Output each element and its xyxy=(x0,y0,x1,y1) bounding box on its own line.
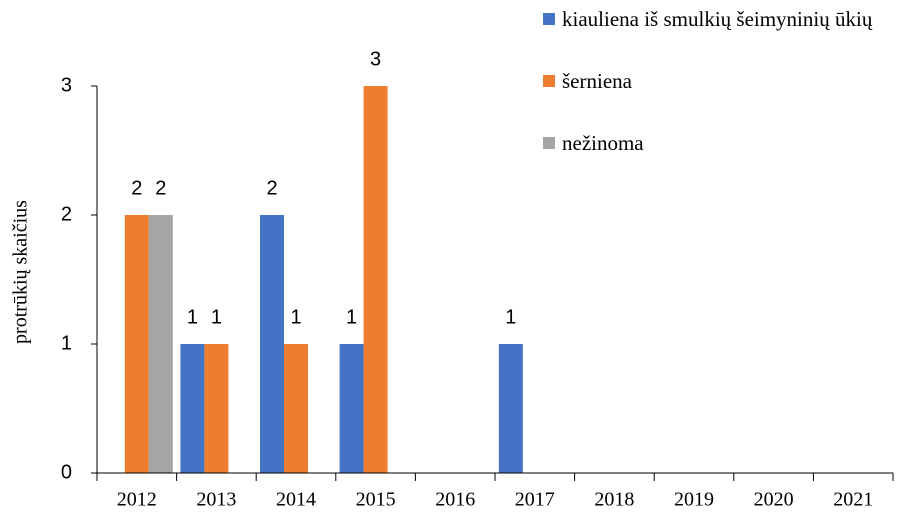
x-tick-label: 2020 xyxy=(754,489,794,511)
legend-swatch xyxy=(543,137,555,149)
data-label: 1 xyxy=(187,306,198,328)
x-tick-label: 2017 xyxy=(515,489,555,511)
y-tick-label: 1 xyxy=(61,332,72,354)
bar xyxy=(204,344,229,473)
bar xyxy=(284,344,308,473)
legend: kiauliena iš smulkių šeimyninių ūkių šern… xyxy=(543,6,905,166)
x-tick-label: 2016 xyxy=(435,489,475,511)
legend-entry: nežinoma xyxy=(543,130,905,156)
legend-entry: kiauliena iš smulkių šeimyninių ūkių xyxy=(543,6,905,58)
data-label: 2 xyxy=(266,177,277,199)
data-label: 1 xyxy=(505,306,516,328)
y-tick-label: 2 xyxy=(61,203,72,225)
legend-label: šerniena xyxy=(562,69,632,93)
bar xyxy=(363,86,388,473)
legend-swatch xyxy=(543,75,555,87)
x-tick-label: 2015 xyxy=(356,489,396,511)
legend-entry: šerniena xyxy=(543,68,905,120)
bar xyxy=(498,344,523,473)
legend-swatch xyxy=(543,13,555,25)
data-label: 1 xyxy=(211,306,222,328)
legend-label: kiauliena iš smulkių šeimyninių ūkių xyxy=(562,7,873,31)
x-tick-label: 2021 xyxy=(833,489,873,511)
bar xyxy=(148,215,173,473)
data-label: 3 xyxy=(370,48,381,70)
x-tick-label: 2014 xyxy=(276,489,316,511)
y-tick-label: 3 xyxy=(61,74,72,96)
data-label: 1 xyxy=(346,306,357,328)
data-label: 2 xyxy=(131,177,142,199)
data-label: 2 xyxy=(155,177,166,199)
x-tick-label: 2013 xyxy=(196,489,236,511)
bar xyxy=(260,215,284,473)
bar xyxy=(124,215,149,473)
legend-label: nežinoma xyxy=(562,131,644,155)
x-tick-label: 2018 xyxy=(594,489,634,511)
y-axis-label: protrūkių skaičius xyxy=(10,200,32,344)
bar xyxy=(180,344,205,473)
data-label: 1 xyxy=(290,306,301,328)
x-tick-label: 2019 xyxy=(674,489,714,511)
bar xyxy=(339,344,364,473)
x-tick-label: 2012 xyxy=(117,489,157,511)
y-tick-label: 0 xyxy=(61,461,72,483)
